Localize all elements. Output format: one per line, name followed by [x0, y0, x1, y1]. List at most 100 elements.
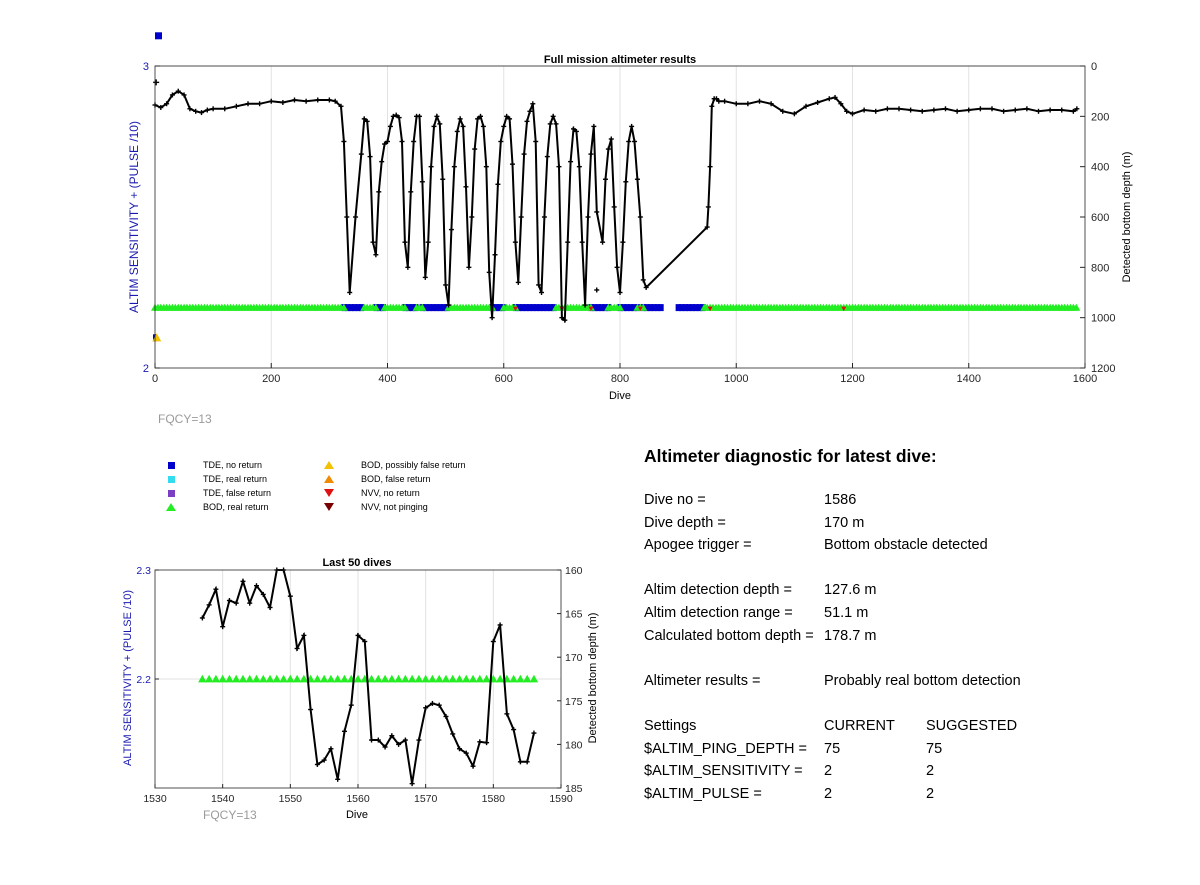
bod-marker: [509, 674, 518, 683]
depth-point: [463, 184, 469, 190]
top-chart-title: Full mission altimeter results: [544, 54, 696, 66]
depth-point: [553, 121, 559, 127]
bod-marker: [495, 674, 505, 683]
legend-item-tde-no-return: TDE, no return: [165, 460, 262, 470]
depth-point: [954, 108, 960, 114]
depth-point: [571, 126, 576, 132]
depth-point: [484, 740, 490, 746]
nvv-marker: [707, 306, 713, 312]
depth-point: [233, 103, 239, 109]
tde-marker: [533, 304, 540, 312]
nvv-marker: [841, 306, 847, 312]
tde-marker: [595, 304, 601, 312]
bod-marker: [252, 674, 261, 683]
x-tick-label: 1400: [957, 373, 981, 385]
tde-marker: [537, 304, 543, 312]
tde-marker: [437, 304, 443, 312]
depth-point: [206, 602, 212, 608]
depth-point: [321, 757, 327, 763]
depth-point: [358, 151, 364, 157]
depth-point: [579, 239, 585, 245]
depth-point: [308, 707, 314, 713]
depth-point: [539, 290, 545, 295]
depth-point: [844, 108, 850, 114]
depth-point: [637, 214, 643, 220]
bod-marker: [225, 674, 234, 683]
depth-point: [158, 105, 164, 111]
depth-point: [591, 123, 597, 129]
depth-point: [480, 123, 486, 129]
tde-marker: [526, 304, 533, 312]
legend-item-nvv-no-return: NVV, no return: [323, 488, 420, 498]
depth-point: [328, 746, 334, 752]
bottom-depth-line: [201, 569, 535, 784]
tde-marker: [433, 304, 440, 312]
depth-point: [643, 284, 649, 290]
depth-point: [608, 136, 614, 142]
tde-marker: [440, 304, 447, 312]
depth-point: [497, 622, 503, 628]
depth-point: [364, 118, 370, 124]
settings-row: $ALTIM_PULSE = 2 2: [644, 785, 935, 802]
bod-marker: [265, 674, 275, 683]
bod-marker: [272, 674, 281, 683]
depth-point: [260, 591, 266, 597]
y-left-tick-label: 2.3: [136, 565, 151, 577]
bod-marker: [529, 674, 539, 683]
depth-point: [585, 214, 591, 220]
depth-point: [396, 115, 402, 121]
legend-item-tde-real-return: TDE, real return: [165, 474, 267, 484]
depth-point: [370, 239, 376, 245]
tde-marker: [519, 304, 526, 312]
depth-point: [565, 239, 571, 245]
tde-marker: [598, 304, 605, 312]
bod-marker: [286, 674, 295, 683]
bod-marker: [371, 303, 380, 311]
depth-point: [722, 98, 728, 104]
top-y-left-label: ALTIM SENSITIVITY + (PULSE /10): [127, 121, 141, 313]
depth-point: [408, 189, 414, 195]
tde-marker: [155, 32, 162, 40]
bod-marker: [360, 674, 369, 683]
depth-point: [1070, 108, 1076, 114]
bod-marker: [340, 674, 349, 683]
depth-point: [446, 302, 452, 308]
depth-point: [348, 702, 354, 708]
depth-point: [353, 214, 359, 220]
bod-marker: [455, 674, 464, 683]
depth-point: [1024, 106, 1030, 112]
tde-marker: [430, 304, 436, 312]
depth-point: [507, 116, 513, 122]
depth-point: [341, 139, 347, 144]
depth-point: [436, 702, 442, 708]
depth-point: [504, 711, 510, 717]
depth-point: [402, 239, 408, 245]
depth-point: [556, 164, 562, 170]
depth-point: [382, 744, 388, 750]
depth-point: [492, 252, 498, 258]
depth-point: [376, 189, 382, 195]
bod-marker: [1072, 303, 1081, 311]
depth-point: [989, 106, 995, 112]
tde-marker: [547, 304, 554, 312]
bottom-markers: [198, 674, 539, 683]
depth-point: [568, 159, 574, 165]
depth-point: [517, 759, 523, 765]
tde-marker: [496, 304, 503, 312]
bod-marker: [468, 674, 478, 683]
depth-point: [530, 101, 536, 107]
depth-point: [1074, 106, 1080, 112]
bod-marker: [306, 674, 315, 683]
depth-point: [409, 781, 415, 787]
diag-row-altim-depth: Altim detection depth = 127.6 m: [644, 582, 877, 599]
bod-marker: [414, 674, 424, 683]
nvv-marker: [637, 306, 643, 312]
depth-point: [832, 94, 838, 100]
x-tick-label: 0: [152, 373, 158, 385]
depth-point: [361, 116, 367, 122]
bod-marker: [418, 303, 427, 311]
depth-point: [943, 106, 948, 112]
tde-marker: [540, 304, 547, 312]
depth-point: [402, 737, 408, 743]
depth-point: [791, 111, 797, 117]
